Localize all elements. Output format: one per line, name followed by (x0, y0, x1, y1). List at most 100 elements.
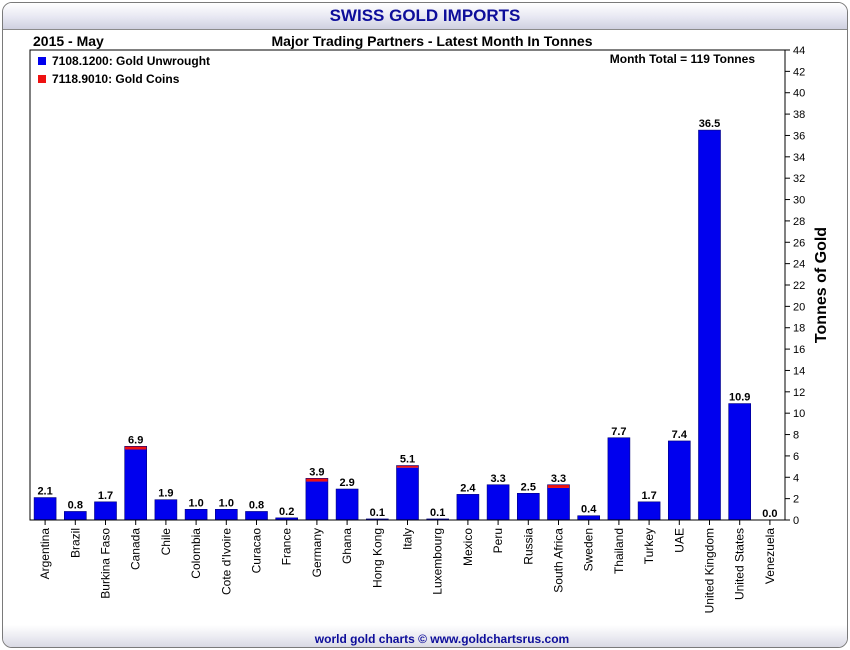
x-tick-label-hong-kong: Hong Kong (370, 528, 384, 588)
bar-curacao-unwrought (245, 511, 268, 520)
value-label-argentina: 2.1 (37, 486, 52, 498)
value-label-curacao: 0.8 (249, 499, 264, 511)
y-tick-label: 18 (793, 323, 805, 335)
y-tick-label: 32 (793, 173, 805, 185)
bar-thailand-unwrought (607, 437, 630, 520)
x-tick-label-france: France (280, 528, 294, 566)
chart-subtitle: Major Trading Partners - Latest Month In… (272, 33, 593, 49)
value-label-turkey: 1.7 (641, 490, 656, 502)
x-tick-label-sweden: Sweden (582, 528, 596, 571)
x-tick-label-curacao: Curacao (250, 528, 264, 574)
chart-main-title: SWISS GOLD IMPORTS (329, 6, 521, 25)
value-label-south-africa: 3.3 (551, 473, 566, 485)
y-tick-label: 10 (793, 408, 805, 420)
bar-turkey-unwrought (638, 501, 661, 520)
plot-area-border (29, 49, 786, 521)
y-tick-label: 14 (793, 365, 805, 377)
x-tick-label-chile: Chile (159, 528, 173, 556)
value-label-russia: 2.5 (521, 481, 536, 493)
x-tick-label-uae: UAE (672, 528, 686, 553)
value-label-burkina-faso: 1.7 (98, 490, 113, 502)
x-tick-label-germany: Germany (310, 528, 324, 577)
value-label-cote-d-ivoire: 1.0 (219, 497, 234, 509)
y-tick-label: 22 (793, 280, 805, 292)
y-tick-label: 34 (793, 152, 805, 164)
y-tick-label: 2 (793, 494, 799, 506)
bar-united-states-unwrought (728, 403, 751, 520)
y-tick-label: 28 (793, 216, 805, 228)
y-tick-label: 6 (793, 451, 799, 463)
bar-france-unwrought (275, 517, 298, 520)
value-label-ghana: 2.9 (339, 477, 354, 489)
month-total-annotation: Month Total = 119 Tonnes (610, 52, 756, 66)
footer-credit: world gold charts © www.goldchartsrus.co… (314, 632, 569, 646)
bar-colombia-unwrought (185, 509, 208, 520)
bar-canada-coins (124, 446, 147, 450)
bar-chile-unwrought (154, 499, 177, 520)
x-tick-label-argentina: Argentina (38, 528, 52, 580)
x-tick-label-south-africa: South Africa (552, 528, 566, 593)
bar-south-africa-unwrought (547, 487, 570, 520)
title-bar: SWISS GOLD IMPORTS (3, 3, 847, 30)
y-tick-label: 42 (793, 66, 805, 78)
x-tick-label-canada: Canada (129, 528, 143, 570)
x-tick-label-united-states: United States (733, 528, 747, 600)
y-tick-label: 38 (793, 109, 805, 121)
value-label-luxembourg: 0.1 (430, 507, 445, 519)
y-axis-label: Tonnes of Gold (813, 227, 830, 343)
y-tick-label: 44 (793, 45, 805, 57)
value-label-venezuela: 0.0 (762, 508, 777, 520)
value-label-uae: 7.4 (672, 429, 688, 441)
y-tick-label: 16 (793, 344, 805, 356)
value-label-chile: 1.9 (158, 488, 173, 500)
bar-united-kingdom-unwrought (698, 130, 721, 520)
y-tick-label: 30 (793, 195, 805, 207)
value-label-united-states: 10.9 (729, 392, 750, 404)
x-tick-label-italy: Italy (401, 528, 415, 550)
y-tick-label: 4 (793, 472, 799, 484)
x-tick-label-venezuela: Venezuela (763, 528, 777, 584)
bar-uae-unwrought (668, 440, 691, 520)
bar-sweden-unwrought (577, 515, 600, 520)
bar-mexico-unwrought (456, 494, 479, 520)
value-label-italy: 5.1 (400, 454, 415, 466)
value-label-germany: 3.9 (309, 466, 324, 478)
x-tick-label-united-kingdom: United Kingdom (703, 528, 717, 613)
bar-argentina-unwrought (34, 497, 57, 520)
value-label-colombia: 1.0 (188, 497, 203, 509)
legend-swatch-gold-coins (38, 75, 46, 83)
bar-burkina-faso-unwrought (94, 501, 117, 520)
bar-peru-unwrought (487, 484, 510, 520)
value-label-france: 0.2 (279, 506, 294, 518)
bars-group (33, 129, 752, 521)
x-tick-label-russia: Russia (521, 528, 535, 565)
x-tick-label-colombia: Colombia (189, 528, 203, 579)
y-tick-label: 0 (793, 515, 799, 527)
value-label-hong-kong: 0.1 (370, 507, 385, 519)
x-tick-label-cote-d-ivoire: Cote d'Ivoire (219, 528, 233, 595)
value-label-mexico: 2.4 (460, 482, 476, 494)
value-label-sweden: 0.4 (581, 504, 597, 516)
x-tick-label-burkina-faso: Burkina Faso (99, 528, 113, 599)
value-label-brazil: 0.8 (68, 499, 83, 511)
bar-ghana-unwrought (336, 489, 359, 520)
x-tick-label-ghana: Ghana (340, 528, 354, 564)
y-tick-label: 24 (793, 259, 805, 271)
value-label-canada: 6.9 (128, 434, 143, 446)
y-axis: 0246810121416182022242628303234363840424… (785, 45, 805, 527)
bar-brazil-unwrought (64, 511, 87, 520)
x-tick-label-thailand: Thailand (612, 528, 626, 574)
bar-cote-d-ivoire-unwrought (215, 509, 238, 520)
period-label: 2015 - May (33, 33, 104, 49)
bar-germany-coins (305, 478, 328, 482)
legend-label-gold-coins: 7118.9010: Gold Coins (52, 72, 180, 86)
bar-russia-unwrought (517, 493, 540, 520)
value-label-thailand: 7.7 (611, 426, 626, 438)
bar-hong-kong-unwrought (366, 518, 389, 520)
legend-swatch-gold-unwrought (38, 57, 46, 65)
y-tick-label: 36 (793, 130, 805, 142)
value-labels-group: 2.1 0.8 1.7 6.9 1.9 1.0 1.0 0.8 0.2 3.9 2.9 0.1 5.1 0… (37, 118, 777, 520)
footer-bar (3, 625, 847, 647)
x-tick-label-luxembourg: Luxembourg (431, 528, 445, 595)
